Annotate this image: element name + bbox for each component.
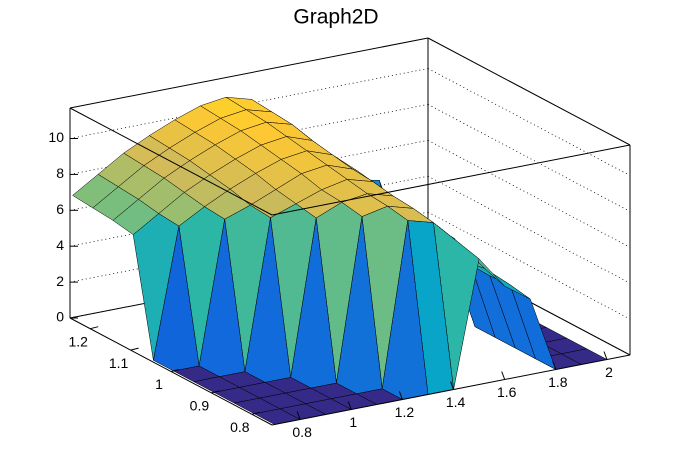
x-tick: [552, 361, 557, 370]
z-tick-label: 8: [56, 165, 64, 181]
z-tick-label: 2: [56, 273, 64, 289]
y-tick-label: 1: [155, 376, 163, 392]
y-tick: [170, 369, 180, 372]
chart-title: Graph2D: [293, 6, 378, 29]
x-tick-label: 1.6: [497, 384, 517, 400]
y-tick-label: 1.1: [109, 355, 129, 371]
grid-line: [427, 139, 631, 248]
y-tick: [251, 411, 260, 415]
x-tick: [603, 351, 608, 360]
x-axis: [271, 354, 631, 426]
y-tick-label: 0.8: [230, 419, 250, 435]
x-tick-label: 2: [605, 364, 613, 380]
z-tick-label: 6: [56, 201, 64, 217]
grid-line: [69, 211, 429, 283]
y-tick: [211, 390, 220, 394]
grid-line: [427, 104, 631, 212]
grid-line: [69, 175, 429, 247]
z-tick-label: 10: [48, 129, 64, 145]
x-tick-label: 1: [349, 414, 357, 430]
z-tick-label: 4: [56, 237, 64, 253]
x-tick: [296, 411, 301, 420]
x-tick-label: 1.2: [395, 404, 415, 420]
x-tick: [501, 371, 506, 380]
z-tick-label: 0: [56, 309, 64, 325]
x-tick: [450, 381, 455, 390]
box-edge: [69, 37, 429, 109]
y-tick: [130, 347, 139, 351]
grid-line: [69, 247, 429, 319]
box-edge: [69, 107, 273, 216]
x-tick: [347, 401, 352, 410]
grid-line: [69, 68, 429, 139]
y-tick: [90, 326, 99, 330]
x-tick: [398, 391, 403, 400]
x-tick-label: 1.8: [548, 374, 568, 390]
box-edge: [427, 37, 631, 146]
y-tick-label: 1.2: [68, 333, 88, 349]
grid-line: [427, 68, 631, 176]
x-tick-label: 1.4: [446, 394, 466, 410]
y-tick-label: 0.9: [190, 398, 210, 414]
x-tick-label: 0.8: [292, 424, 312, 440]
box-edge: [271, 144, 631, 216]
